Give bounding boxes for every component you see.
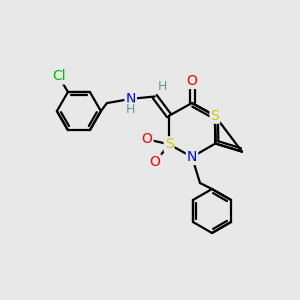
Text: S: S xyxy=(165,137,173,151)
Text: O: O xyxy=(187,74,197,88)
Text: Cl: Cl xyxy=(52,70,66,83)
Text: N: N xyxy=(187,150,197,164)
Text: O: O xyxy=(142,132,152,146)
Text: S: S xyxy=(211,109,219,123)
Text: N: N xyxy=(125,92,136,106)
Text: H: H xyxy=(158,80,167,93)
Text: O: O xyxy=(150,155,160,169)
Text: H: H xyxy=(126,103,135,116)
